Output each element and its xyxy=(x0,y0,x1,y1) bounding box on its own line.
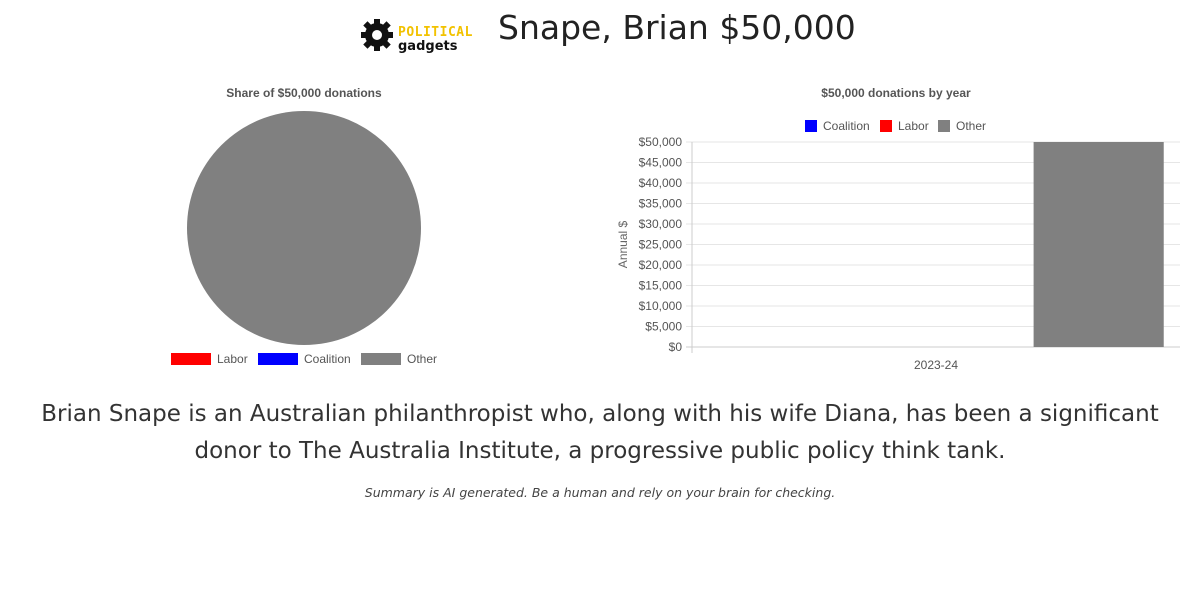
other-swatch xyxy=(938,120,950,132)
y-tick-label: $45,000 xyxy=(639,156,683,170)
pie-legend-label: Coalition xyxy=(304,352,351,366)
bar-legend-label: Other xyxy=(956,119,987,133)
y-tick-label: $0 xyxy=(669,340,683,354)
y-tick-label: $30,000 xyxy=(639,217,683,231)
y-tick-label: $50,000 xyxy=(639,135,683,149)
y-tick-label: $10,000 xyxy=(639,299,683,313)
x-tick-label: 2023-24 xyxy=(914,358,958,372)
pie-chart-canvas xyxy=(187,111,421,345)
pie-slice-other[interactable] xyxy=(187,111,421,345)
page-title: Snape, Brian $50,000 xyxy=(498,8,856,47)
page-header: POLITICAL gadgets Snape, Brian $50,000 xyxy=(0,8,1200,54)
bar-legend-coalition[interactable]: Coalition xyxy=(805,119,870,133)
ai-disclaimer: Summary is AI generated. Be a human and … xyxy=(364,485,836,500)
pie-chart-title: Share of $50,000 donations xyxy=(226,86,382,100)
pie-legend-label: Labor xyxy=(217,352,248,366)
pie-legend-other[interactable]: Other xyxy=(361,352,437,366)
other-swatch xyxy=(361,353,401,365)
labor-swatch xyxy=(880,120,892,132)
bar-chart-title: $50,000 donations by year xyxy=(821,86,971,100)
logo-text-political: POLITICAL xyxy=(398,25,473,40)
political-gadgets-logo[interactable]: POLITICAL gadgets xyxy=(360,16,485,54)
labor-swatch xyxy=(171,353,211,365)
bar-legend-labor[interactable]: Labor xyxy=(880,119,929,133)
y-tick-label: $40,000 xyxy=(639,176,683,190)
summary-text: Brian Snape is an Australian philanthrop… xyxy=(41,401,1159,464)
bar-legend-label: Coalition xyxy=(823,119,870,133)
bar-chart-canvas: $0 $5,000 $10,000 $15,000 $20,000 $25,000 $30,… xyxy=(616,135,1180,372)
gear-icon xyxy=(361,19,393,51)
coalition-swatch xyxy=(805,120,817,132)
pie-legend-label: Other xyxy=(407,352,438,366)
bar-legend-label: Labor xyxy=(898,119,929,133)
y-tick-label: $35,000 xyxy=(639,197,683,211)
y-tick-label: $5,000 xyxy=(645,320,682,334)
y-tick-label: $20,000 xyxy=(639,258,683,272)
pie-legend-coalition[interactable]: Coalition xyxy=(258,352,351,366)
bar-other-2023-24[interactable] xyxy=(1033,142,1164,347)
coalition-swatch xyxy=(258,353,298,365)
y-tick-label: $25,000 xyxy=(639,238,683,252)
logo-text-gadgets: gadgets xyxy=(398,39,458,54)
y-axis-title: Annual $ xyxy=(616,220,630,268)
y-tick-label: $15,000 xyxy=(639,279,683,293)
bar-legend-other[interactable]: Other xyxy=(938,119,986,133)
pie-legend-labor[interactable]: Labor xyxy=(171,352,248,366)
